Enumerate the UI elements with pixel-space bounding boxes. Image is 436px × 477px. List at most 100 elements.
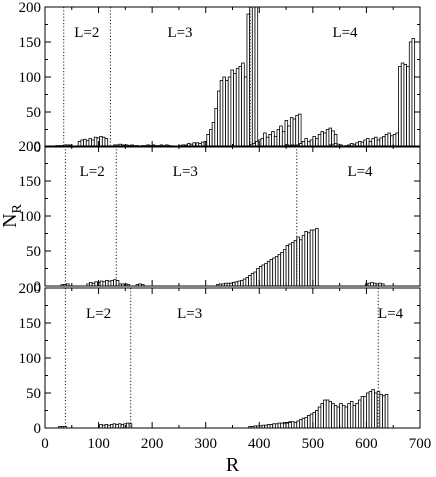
bar xyxy=(253,271,258,287)
region-label: L=2 xyxy=(74,25,99,41)
bar xyxy=(307,414,311,429)
y-tick-label: 150 xyxy=(19,35,42,51)
bars xyxy=(57,389,389,429)
bar xyxy=(291,421,295,429)
bar xyxy=(289,117,294,148)
bar xyxy=(269,258,274,287)
bar xyxy=(254,6,259,148)
bar xyxy=(280,422,284,429)
bar xyxy=(279,125,283,148)
bar xyxy=(307,232,311,287)
bar xyxy=(403,64,408,148)
x-tick-label: 600 xyxy=(355,436,378,452)
bar xyxy=(266,261,271,287)
bar xyxy=(293,240,298,287)
x-tick-label: 700 xyxy=(409,436,432,452)
bar xyxy=(320,403,324,429)
bar xyxy=(301,417,306,429)
bar xyxy=(261,264,266,287)
panel-3: L=2 L=3 L=4 0 50 100 150 200 xyxy=(19,281,421,437)
bar xyxy=(285,244,290,287)
bar xyxy=(309,229,314,287)
bar xyxy=(382,395,386,429)
bar xyxy=(400,62,405,148)
bar xyxy=(214,108,218,148)
bar xyxy=(274,423,279,429)
bar xyxy=(110,279,114,287)
bar xyxy=(411,38,416,148)
bar xyxy=(384,393,389,429)
bar xyxy=(250,272,255,287)
bar xyxy=(272,423,276,429)
bar xyxy=(126,422,130,429)
y-tick-label: 200 xyxy=(19,281,42,297)
region-label: L=4 xyxy=(347,164,373,180)
bar xyxy=(282,249,287,287)
bar xyxy=(94,281,98,287)
y-tick-label: 100 xyxy=(19,209,42,225)
bar xyxy=(235,68,240,148)
bar xyxy=(268,133,273,148)
region-label: L=2 xyxy=(80,164,105,180)
bar xyxy=(109,424,114,429)
bar xyxy=(248,275,252,287)
bar xyxy=(341,405,346,429)
bar xyxy=(384,133,389,148)
y-tick-label: 50 xyxy=(26,386,41,402)
bar xyxy=(291,242,295,287)
bar xyxy=(328,400,333,429)
bar xyxy=(99,136,103,148)
bar xyxy=(387,132,391,148)
bar xyxy=(246,13,251,148)
y-tick-label: 50 xyxy=(26,105,41,121)
bar xyxy=(234,281,239,287)
x-tick-labels: 0 100 200 300 400 500 600 700 xyxy=(41,436,431,452)
region-label: L=3 xyxy=(177,306,202,322)
bar xyxy=(331,403,335,429)
bar xyxy=(323,399,327,429)
bar xyxy=(264,263,268,287)
bar xyxy=(117,423,122,429)
bar xyxy=(242,278,247,287)
bar xyxy=(293,421,298,429)
bar xyxy=(272,257,276,287)
bar xyxy=(323,132,327,148)
region-label: L=3 xyxy=(167,25,192,41)
bar xyxy=(347,403,351,429)
bar xyxy=(266,424,271,429)
bar xyxy=(288,243,292,287)
panel-2: L=2 L=3 L=4 0 50 100 150 200 xyxy=(19,139,421,295)
bar xyxy=(339,403,343,429)
bar xyxy=(325,129,330,148)
bar xyxy=(370,282,374,287)
bar xyxy=(368,391,373,429)
bar xyxy=(281,131,286,148)
bar xyxy=(217,90,221,148)
region-label: L=4 xyxy=(378,306,404,322)
panel-1: L=2 L=3 L=4 0 50 100 150 200 xyxy=(19,0,421,156)
bar xyxy=(284,120,289,148)
bar xyxy=(336,406,341,429)
bar xyxy=(288,421,292,429)
x-tick-label: 300 xyxy=(194,436,217,452)
bar xyxy=(406,66,410,148)
bar xyxy=(104,424,109,429)
panels: L=2 L=3 L=4 0 50 100 150 200 L=2 L=3 L=4 0 50 100 150 2… xyxy=(19,0,421,437)
bar xyxy=(238,66,243,148)
region-label: L=4 xyxy=(332,25,358,41)
bar xyxy=(299,419,303,429)
bar xyxy=(269,424,274,429)
bar xyxy=(344,406,349,429)
bar xyxy=(374,392,378,429)
bar xyxy=(99,424,103,429)
y-tick-label: 0 xyxy=(34,421,42,437)
bar xyxy=(233,73,237,148)
bar xyxy=(251,6,256,148)
bar xyxy=(237,280,241,287)
bar xyxy=(276,129,281,148)
bar xyxy=(245,277,249,287)
bar xyxy=(360,396,365,429)
y-tick-label: 100 xyxy=(19,351,42,367)
bar xyxy=(241,62,245,148)
